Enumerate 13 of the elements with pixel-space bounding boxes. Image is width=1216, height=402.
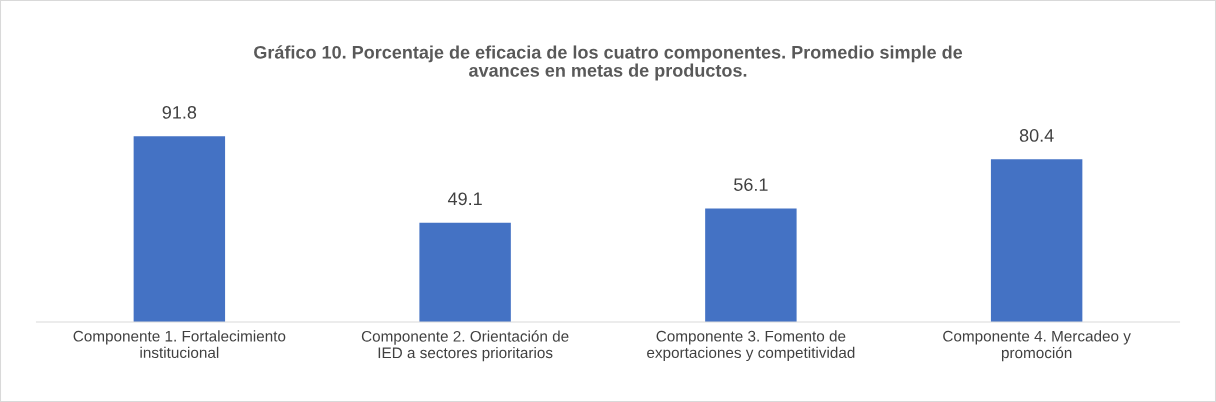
data-label: 91.8 (162, 105, 197, 119)
x-tick-label: Componente 1. Fortalecimiento institucional (73, 330, 286, 359)
x-tick-label: Componente 4. Mercadeo y promoción (943, 330, 1131, 362)
chart-title: Gráfico 10. Porcentaje de eficacia de los cuatro componentes. Promedio simple de avances en metas de productos. (254, 45, 963, 81)
bar (133, 136, 226, 322)
data-label: 49.1 (447, 192, 482, 206)
x-tick-label: Componente 2. Orientación de IED a sectores prioritarios (361, 330, 569, 362)
data-label: 56.1 (734, 178, 768, 191)
bar (705, 208, 797, 322)
x-tick-label: Componente 3. Fomento de exportaciones y competitividad (647, 330, 855, 362)
bar (419, 222, 511, 322)
data-label: 80.4 (1019, 129, 1054, 142)
bar (990, 159, 1083, 322)
